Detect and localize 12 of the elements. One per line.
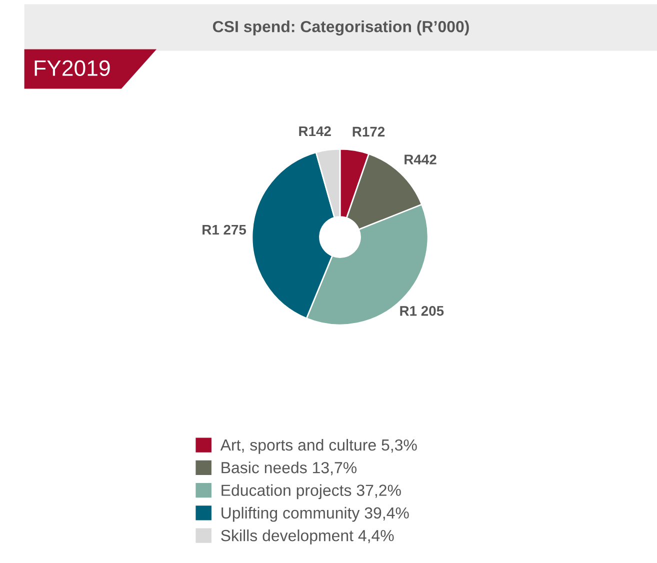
legend-label: Art, sports and culture 5,3% bbox=[220, 438, 417, 454]
chart-title: CSI spend: Categorisation (R’000) bbox=[212, 20, 469, 36]
chart-subtitle: FY2019 bbox=[34, 60, 110, 76]
data-label: R442 bbox=[404, 154, 436, 164]
legend-label: Skills development 4,4% bbox=[221, 530, 394, 544]
legend-label: Basic needs 13,7% bbox=[222, 462, 357, 476]
data-label: R1 205 bbox=[400, 306, 444, 316]
legend-label: Education projects 37,2% bbox=[222, 484, 401, 500]
legend-label: Uplifting community 39,4% bbox=[222, 506, 409, 522]
data-label: R172 bbox=[352, 126, 385, 136]
data-label: R1 275 bbox=[202, 224, 246, 235]
data-label: R142 bbox=[299, 126, 331, 136]
